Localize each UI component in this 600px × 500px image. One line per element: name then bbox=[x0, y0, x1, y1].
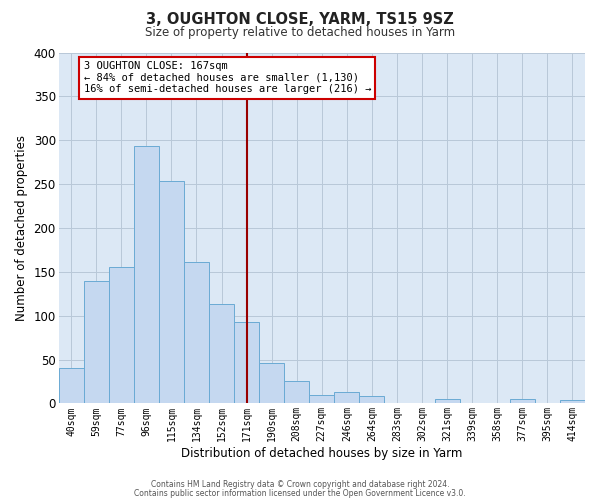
Y-axis label: Number of detached properties: Number of detached properties bbox=[15, 135, 28, 321]
Bar bbox=[284, 382, 309, 404]
Bar bbox=[134, 146, 159, 404]
Bar bbox=[234, 322, 259, 404]
Bar bbox=[259, 363, 284, 404]
Bar bbox=[184, 262, 209, 404]
Bar bbox=[334, 392, 359, 404]
Bar bbox=[560, 400, 585, 404]
Text: 3 OUGHTON CLOSE: 167sqm
← 84% of detached houses are smaller (1,130)
16% of semi: 3 OUGHTON CLOSE: 167sqm ← 84% of detache… bbox=[83, 62, 371, 94]
X-axis label: Distribution of detached houses by size in Yarm: Distribution of detached houses by size … bbox=[181, 447, 463, 460]
Bar bbox=[159, 182, 184, 404]
Bar bbox=[510, 399, 535, 404]
Bar bbox=[83, 280, 109, 404]
Text: Contains HM Land Registry data © Crown copyright and database right 2024.: Contains HM Land Registry data © Crown c… bbox=[151, 480, 449, 489]
Bar bbox=[359, 396, 385, 404]
Bar bbox=[434, 399, 460, 404]
Text: Size of property relative to detached houses in Yarm: Size of property relative to detached ho… bbox=[145, 26, 455, 39]
Bar bbox=[209, 304, 234, 404]
Text: Contains public sector information licensed under the Open Government Licence v3: Contains public sector information licen… bbox=[134, 488, 466, 498]
Bar bbox=[109, 268, 134, 404]
Bar bbox=[309, 394, 334, 404]
Bar bbox=[59, 368, 83, 404]
Text: 3, OUGHTON CLOSE, YARM, TS15 9SZ: 3, OUGHTON CLOSE, YARM, TS15 9SZ bbox=[146, 12, 454, 28]
